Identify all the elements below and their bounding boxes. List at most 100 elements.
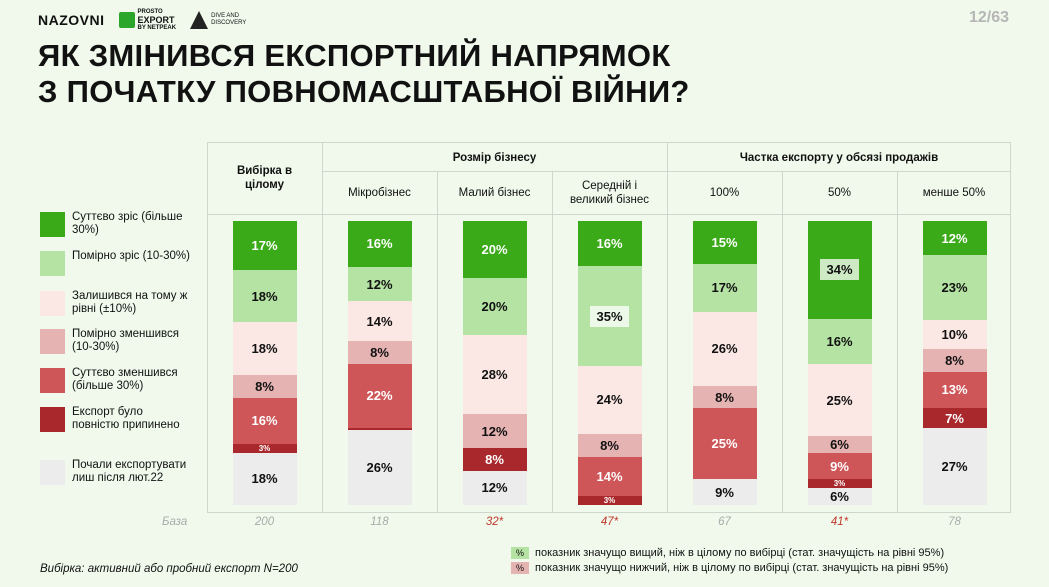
data-label: 22% <box>366 388 393 404</box>
bar-segment-moderate-growth: 35% <box>577 266 642 366</box>
higher-chip: % <box>511 547 529 559</box>
bar-segment-moderate-decline: 6% <box>807 436 872 454</box>
legend-item-stopped: Експорт було повністю припинено <box>40 406 192 432</box>
page-number: 12/63 <box>968 9 1009 26</box>
base-value: 200 <box>254 516 275 528</box>
data-label: 8% <box>370 345 389 361</box>
data-label: 6% <box>830 488 849 504</box>
data-label: 16% <box>251 413 278 429</box>
column-divider <box>437 171 438 513</box>
header-group-size: Розмір бізнесу <box>452 152 537 164</box>
legend-item-moderate-growth: Помірно зріс (10-30%) <box>40 250 192 276</box>
data-label: 10% <box>941 327 968 343</box>
data-label: 16% <box>826 333 853 349</box>
bar-segment-strong-decline: 25% <box>692 408 757 480</box>
bar-segment-strong-decline: 14% <box>577 456 642 497</box>
bar-segment-strong-growth: 17% <box>232 221 297 271</box>
base-value: 41* <box>830 516 849 528</box>
title-line-1: Як змінився експортний напрямок <box>38 38 671 73</box>
data-label: 12% <box>366 276 393 292</box>
data-label: 3% <box>258 443 271 453</box>
legend-label: Почали експортувати лиш після лют.22 <box>72 459 187 484</box>
header-small: Малий бізнес <box>458 187 531 199</box>
bar-segment-stopped: 3% <box>577 496 642 506</box>
sample-note: Вибірка: активний або пробний експорт N=… <box>40 563 298 575</box>
data-label: 3% <box>603 496 616 506</box>
logo-bar: NAZOVNI PROSTO EXPORT BY NETPEAK DIVE AND D… <box>38 6 246 34</box>
data-label: 3% <box>833 478 846 488</box>
bar-segment-same: 10% <box>922 320 987 349</box>
legend-swatch <box>40 368 65 393</box>
lower-chip: % <box>511 562 529 574</box>
bar-segment-strong-growth: 16% <box>577 221 642 267</box>
bar-segment-same: 24% <box>577 365 642 434</box>
legend-swatch <box>40 329 65 354</box>
data-label: 17% <box>251 238 278 254</box>
legend-label: Суттєво зменшився (більше 30%) <box>72 367 178 392</box>
page-title: Як змінився експортний напрямок з початк… <box>38 38 690 110</box>
data-label: 15% <box>711 234 738 250</box>
data-label: 17% <box>711 280 738 296</box>
legend-swatch <box>40 212 65 237</box>
data-label: 12% <box>941 230 968 246</box>
bar-segment-moderate-growth: 20% <box>462 277 527 335</box>
bar-segment-same: 25% <box>807 364 872 437</box>
column-divider <box>552 171 553 513</box>
legend-label: Залишився на тому ж рівні (±10%) <box>72 290 188 315</box>
data-label: 25% <box>826 392 853 408</box>
data-label: 26% <box>366 460 393 476</box>
base-value: 67 <box>718 516 731 528</box>
data-label: 35% <box>590 305 629 327</box>
data-label: 18% <box>251 288 278 304</box>
bar-segment-strong-growth: 34% <box>807 221 872 319</box>
legend-item-strong-growth: Суттєво зріс (більше 30%) <box>40 211 192 237</box>
column-divider <box>782 171 783 513</box>
bar-segment-strong-growth: 15% <box>692 221 757 264</box>
bar-segment-same: 26% <box>692 311 757 386</box>
nazovni-logo: NAZOVNI <box>38 12 105 28</box>
base-value: 47* <box>600 516 619 528</box>
header-medium-large: Середній і великий бізнес <box>569 180 650 206</box>
bar-segment-moderate-growth: 12% <box>347 266 412 302</box>
bar-segment-moderate-growth: 17% <box>692 263 757 312</box>
data-label: 14% <box>596 469 623 485</box>
data-label: 34% <box>820 259 859 281</box>
data-label: 6% <box>830 437 849 453</box>
bar-segment-started: 18% <box>232 452 297 505</box>
data-label: 8% <box>485 452 504 468</box>
bar-segment-started: 26% <box>347 430 412 505</box>
data-label: 24% <box>596 392 623 408</box>
bar-segment-started: 9% <box>692 479 757 505</box>
legend-item-started: Почали експортувати лиш після лют.22 <box>40 459 192 485</box>
higher-note: % показник значущо вищий, ніж в цілому п… <box>511 547 944 559</box>
legend-swatch <box>40 460 65 485</box>
higher-note-text: показник значущо вищий, ніж в цілому по … <box>535 547 945 559</box>
data-label: 8% <box>600 437 619 453</box>
bar-segment-moderate-decline: 8% <box>577 434 642 457</box>
bar-segment-strong-growth: 12% <box>922 221 987 256</box>
data-label: 8% <box>945 352 964 368</box>
data-label: 20% <box>481 298 508 314</box>
bar-segment-strong-decline: 9% <box>807 453 872 480</box>
data-label: 13% <box>941 382 968 398</box>
legend-swatch <box>40 407 65 432</box>
column-divider <box>667 142 668 513</box>
base-value: 32* <box>485 516 504 528</box>
bar-segment-same: 14% <box>347 301 412 342</box>
base-value: 78 <box>948 516 961 528</box>
bar-segment-moderate-growth: 16% <box>807 318 872 365</box>
title-line-2: з початку повномасштабної війни? <box>38 74 690 109</box>
bar-segment-stopped <box>347 427 412 431</box>
bar-segment-moderate-decline: 8% <box>232 374 297 398</box>
bar-segment-strong-decline: 13% <box>922 371 987 409</box>
dive-logo-text: DIVE AND DISCOVERY <box>211 13 247 26</box>
bar-segment-strong-growth: 20% <box>462 221 527 278</box>
column-divider <box>322 142 323 513</box>
legend-item-same: Залишився на тому ж рівні (±10%) <box>40 290 192 316</box>
column-divider <box>897 171 898 513</box>
dive-discovery-logo: DIVE AND DISCOVERY <box>190 11 246 29</box>
data-label: 18% <box>251 341 278 356</box>
header-bottom-divider <box>207 214 1011 215</box>
header-share-50: 50% <box>827 187 852 199</box>
data-label: 26% <box>711 341 738 357</box>
